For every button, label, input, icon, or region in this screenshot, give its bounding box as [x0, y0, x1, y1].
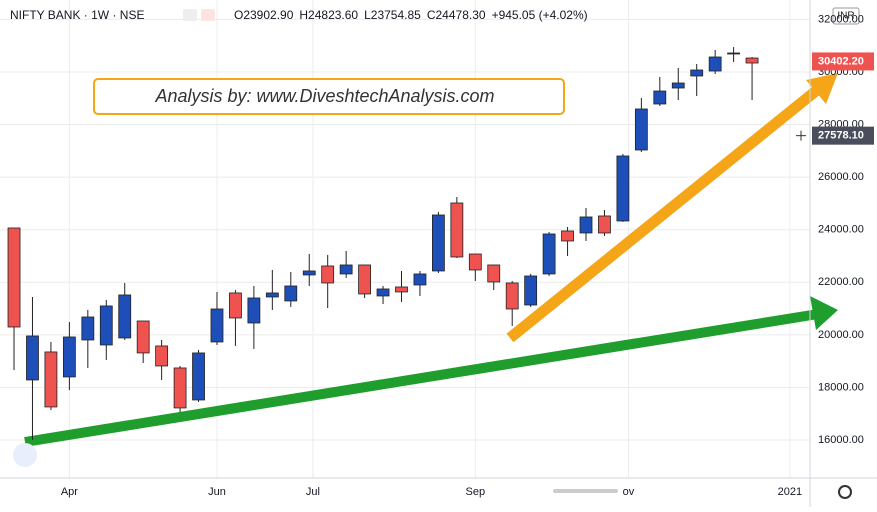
candle-body: [118, 294, 132, 339]
green-arrowhead: [810, 296, 838, 330]
candle-body: [395, 286, 408, 293]
y-tick-label: 26000.00: [818, 171, 864, 183]
candle-body: [62, 336, 76, 378]
arrows: [24, 73, 838, 447]
candle-body: [634, 108, 648, 151]
legend-value: H24823.60: [299, 8, 358, 22]
candle-body: [745, 57, 759, 64]
candle-body: [671, 82, 685, 89]
candle-body: [44, 351, 58, 408]
y-tick-label: 18000.00: [818, 381, 864, 393]
legend-values: O23902.90 H24823.60 L23754.85 C24478.30 +945…: [234, 8, 588, 22]
candle-body: [26, 335, 39, 381]
candle-body: [450, 202, 464, 258]
candle-body: [505, 282, 519, 310]
candle-body: [136, 320, 150, 354]
candle-body: [284, 285, 298, 302]
candle-body: [727, 52, 741, 55]
candle-body: [265, 292, 279, 298]
scrollbar[interactable]: [553, 489, 618, 493]
candle-body: [229, 292, 242, 319]
legend-value: C24478.30: [427, 8, 486, 22]
green-trend-arrow: [24, 309, 819, 447]
settings-icon[interactable]: [838, 485, 852, 499]
candle-body: [708, 56, 722, 72]
x-tick-label: Jun: [208, 486, 226, 498]
candle-body: [155, 345, 169, 367]
x-tick-label: Jul: [306, 486, 320, 498]
candle-body: [690, 69, 704, 77]
orange-trend-arrow: [506, 81, 826, 343]
x-tick-label: Sep: [466, 486, 486, 498]
candle-body: [376, 288, 390, 297]
candle-body: [247, 297, 261, 324]
y-tick-label: 22000.00: [818, 276, 864, 288]
y-tick-label: 24000.00: [818, 224, 864, 236]
candle-body: [524, 275, 538, 306]
candle-body: [192, 352, 205, 401]
candle-body: [542, 233, 556, 275]
candle-body: [302, 270, 316, 276]
candle-body: [579, 216, 593, 234]
grid: [0, 0, 810, 478]
candle-body: [487, 264, 501, 283]
candle-body: [358, 264, 371, 295]
x-tick-label: Apr: [61, 486, 78, 498]
currency: INR: [837, 11, 854, 22]
x-tick-label: 2021: [778, 486, 802, 498]
candle-body: [321, 265, 335, 284]
y-tick-label: 16000.00: [818, 434, 864, 446]
legend-value: L23754.85: [364, 8, 421, 22]
candle-body: [598, 215, 611, 234]
candle-body: [210, 308, 224, 343]
currency-box[interactable]: [832, 7, 860, 25]
legend-value: +945.05 (+4.02%): [492, 8, 588, 22]
candle-body: [431, 214, 445, 272]
candle-body: [339, 264, 353, 275]
x-tick-label: ov: [623, 486, 635, 498]
candle-body: [561, 230, 574, 242]
candle-body: [7, 227, 21, 328]
logo[interactable]: [13, 443, 37, 467]
compare-button[interactable]: [201, 9, 215, 21]
last-price-label: 30402.20: [818, 55, 864, 67]
candles: [7, 47, 759, 441]
annotation: Analysis by: www.DiveshtechAnalysis.com: [154, 86, 494, 106]
candle-body: [468, 253, 482, 271]
legend-value: O23902.90: [234, 8, 294, 22]
y-tick-label: 20000.00: [818, 329, 864, 341]
candle-body: [653, 90, 667, 105]
candle-body: [616, 155, 630, 222]
candle-body: [173, 367, 187, 409]
y-tick-label: 32000.00: [818, 13, 864, 25]
candle-body: [99, 305, 113, 346]
eye-button[interactable]: [183, 9, 197, 21]
annotation-box: [93, 78, 565, 115]
crosshair-price-label: 27578.10: [818, 130, 864, 142]
crosshair-price-box: [812, 126, 874, 145]
last-price-box: [812, 52, 874, 71]
candle-body: [81, 316, 95, 341]
candle-body: [413, 273, 427, 286]
symbol: NIFTY BANK · 1W · NSE: [10, 8, 144, 22]
orange-arrowhead: [806, 73, 838, 104]
